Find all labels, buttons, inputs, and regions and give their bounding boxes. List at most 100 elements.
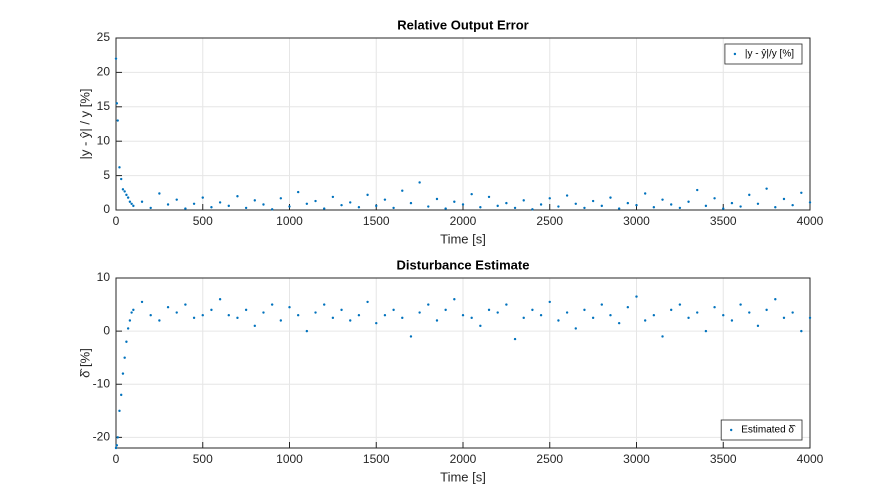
point — [704, 204, 708, 208]
point — [130, 202, 133, 206]
y-axis-label: δ̂ [%] — [77, 348, 92, 378]
x-tick-label: 500 — [193, 214, 213, 228]
x-tick-label: 2000 — [450, 452, 477, 466]
point — [383, 313, 387, 317]
point — [444, 207, 447, 210]
point — [210, 206, 213, 209]
point — [539, 203, 543, 206]
legend-marker — [729, 428, 733, 432]
axes: 0 500 1000 1500 2000 2500 3000 3500 4000 -20 -10 0 1… — [77, 257, 823, 484]
point — [496, 204, 499, 208]
point — [140, 200, 144, 203]
point — [609, 196, 612, 199]
x-tick-label: 4000 — [797, 452, 824, 466]
x-tick-label: 3500 — [710, 214, 737, 228]
point — [366, 193, 369, 197]
point — [548, 197, 551, 200]
x-tick-label: 1500 — [363, 214, 390, 228]
point — [591, 199, 595, 203]
point — [531, 208, 534, 211]
point — [262, 311, 265, 314]
point — [118, 166, 121, 169]
point — [184, 303, 187, 306]
point — [125, 193, 128, 197]
point — [126, 327, 130, 330]
point — [120, 177, 123, 181]
point — [132, 204, 135, 208]
legend-box — [724, 43, 803, 65]
point — [687, 200, 690, 203]
point — [149, 313, 152, 317]
point — [253, 324, 256, 328]
point — [782, 316, 786, 320]
axes-box — [115, 277, 811, 449]
point — [487, 308, 491, 312]
point — [791, 203, 794, 207]
point — [609, 313, 612, 317]
point — [722, 207, 725, 210]
point — [565, 194, 569, 197]
point — [808, 316, 812, 320]
point — [409, 335, 413, 338]
point — [713, 197, 716, 200]
point — [739, 205, 742, 208]
point — [140, 300, 144, 304]
point — [115, 444, 119, 447]
x-tick-label: 2500 — [536, 452, 563, 466]
point — [158, 192, 161, 195]
point — [522, 199, 525, 202]
x-tick-label: 1500 — [363, 452, 390, 466]
y-tick-label: 15 — [97, 99, 111, 113]
point — [357, 206, 361, 209]
point — [661, 198, 664, 201]
y-tick-label: -10 — [93, 376, 111, 390]
point — [357, 313, 361, 317]
point — [505, 303, 508, 306]
point — [782, 197, 786, 201]
point — [375, 321, 378, 325]
point — [236, 195, 239, 198]
point — [323, 303, 326, 306]
point — [253, 199, 256, 202]
point — [288, 306, 291, 309]
point — [652, 206, 656, 209]
x-tick-label: 4000 — [797, 214, 824, 228]
point — [600, 303, 603, 306]
x-tick-label: 2000 — [450, 214, 477, 228]
point — [704, 329, 708, 333]
point — [800, 329, 803, 333]
x-tick-label: 3000 — [623, 452, 650, 466]
point — [643, 192, 647, 195]
point — [340, 308, 343, 312]
point — [279, 197, 283, 200]
point — [722, 313, 725, 317]
point — [201, 313, 204, 317]
y-tick-label: -20 — [93, 430, 111, 444]
point — [678, 303, 682, 306]
point — [331, 195, 335, 199]
point — [687, 316, 690, 320]
axes: 0 500 1000 1500 2000 2500 3000 3500 4000 0 5 10 15 20… — [77, 17, 823, 246]
point — [349, 319, 352, 322]
point — [756, 324, 760, 328]
point — [427, 205, 430, 208]
y-tick-label: 0 — [103, 323, 110, 337]
point — [184, 207, 187, 210]
x-tick-label: 1000 — [276, 214, 303, 228]
point — [227, 313, 230, 317]
point — [487, 195, 491, 199]
chart-title: Relative Output Error — [397, 17, 528, 32]
chart-title: Disturbance Estimate — [397, 257, 530, 272]
point — [270, 208, 274, 211]
legend-marker — [733, 52, 737, 56]
point — [670, 203, 673, 206]
x-tick-label: 3500 — [710, 452, 737, 466]
point — [227, 204, 230, 208]
point — [591, 316, 595, 320]
point — [453, 200, 456, 203]
point — [331, 316, 335, 320]
point — [730, 319, 734, 322]
point — [635, 203, 638, 207]
point — [401, 189, 404, 192]
point — [123, 356, 126, 359]
